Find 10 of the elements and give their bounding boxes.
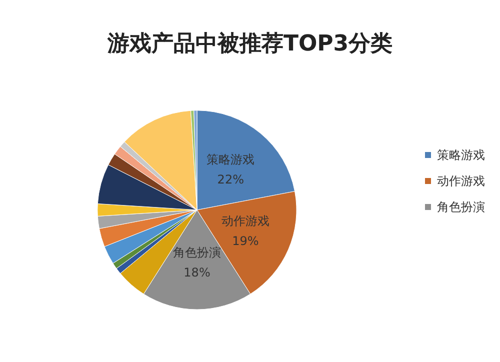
- slice-label: 动作游戏: [221, 214, 270, 228]
- legend-label: 动作游戏: [437, 174, 485, 188]
- chart-title: 游戏产品中被推荐TOP3分类: [106, 30, 393, 56]
- slice-label: 角色扮演: [173, 246, 221, 260]
- legend-label: 策略游戏: [437, 148, 485, 162]
- data-label: 22%: [217, 172, 244, 186]
- data-label: 19%: [232, 234, 259, 248]
- slice-label: 策略游戏: [206, 152, 255, 166]
- legend-label: 角色扮演: [437, 200, 485, 214]
- data-label: 18%: [184, 266, 210, 280]
